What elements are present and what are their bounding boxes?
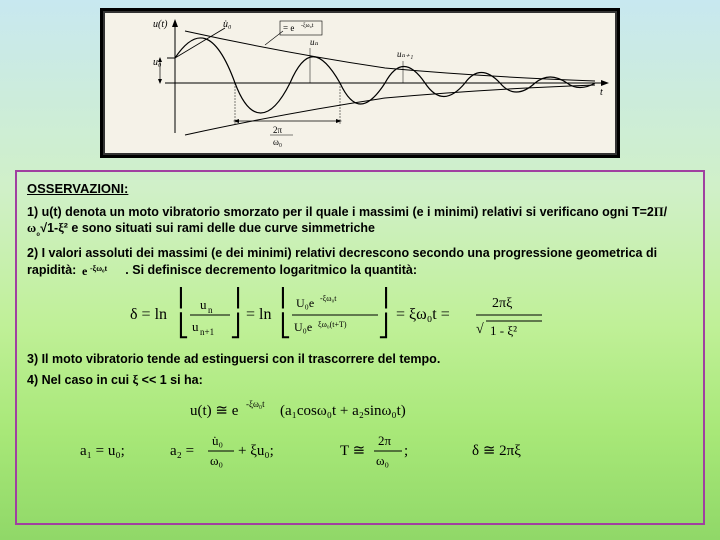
svg-text:+ ξu₀;: + ξu₀; <box>238 443 274 459</box>
svg-text:a₂ =: a₂ = <box>170 443 194 459</box>
svg-text:1 - ξ²: 1 - ξ² <box>490 323 517 338</box>
ut-approx-formula: u(t) ≅ e -ξω₀t (a₁cosω₀t + a₂sinω₀t) <box>27 397 693 423</box>
svg-text:-ξω₀t: -ξω₀t <box>320 294 337 303</box>
p1-text-a: 1) u(t) denota un moto vibratorio smorza… <box>27 205 654 219</box>
p1-text-b: / <box>664 205 667 219</box>
omega-symbol: ω <box>27 221 36 235</box>
svg-text:;: ; <box>404 443 408 459</box>
delta-formula: δ = ln ⎡ ⎣ un un+1 ⎤ ⎦ = ln ⎡ ⎣ U₀e -ξω₀… <box>27 287 693 343</box>
svg-text:u̇₀: u̇₀ <box>212 433 223 448</box>
svg-text:2π: 2π <box>273 125 283 135</box>
svg-text:(a₁cosω₀t + a₂sinω₀t): (a₁cosω₀t + a₂sinω₀t) <box>280 403 406 419</box>
p1-text-c: √1- <box>40 221 58 235</box>
svg-text:a₁ = u₀;: a₁ = u₀; <box>80 443 125 459</box>
p4-text-a: 4) Nel caso in cui <box>27 373 133 387</box>
svg-text:n+1: n+1 <box>200 327 214 337</box>
svg-text:ω₀: ω₀ <box>273 137 282 147</box>
svg-text:2πξ: 2πξ <box>492 296 512 311</box>
pi-symbol: Π <box>654 205 664 219</box>
svg-text:⎤: ⎤ <box>378 287 389 309</box>
ut-approx-svg: u(t) ≅ e -ξω₀t (a₁cosω₀t + a₂sinω₀t) <box>190 397 530 423</box>
svg-text:δ = ln: δ = ln <box>130 306 167 323</box>
observation-2: 2) I valori assoluti dei massimi (e dei … <box>27 245 693 279</box>
svg-text:⎣: ⎣ <box>280 312 291 339</box>
svg-text:u̇₀: u̇₀ <box>223 19 232 30</box>
svg-text:e: e <box>82 264 88 278</box>
observation-1: 1) u(t) denota un moto vibratorio smorza… <box>27 204 693 240</box>
svg-text:= e: = e <box>283 23 294 33</box>
svg-text:⎣: ⎣ <box>178 312 189 339</box>
p1-text-d: ² e sono situati sui rami delle due curv… <box>64 221 375 235</box>
damped-oscillation-graph: u(t) u₀ u̇₀ = e -ξω₀t 2π ω₀ uₙ <box>105 13 615 153</box>
svg-text:-ξω₀t: -ξω₀t <box>246 399 265 409</box>
observations-box: OSSERVAZIONI: 1) u(t) denota un moto vib… <box>15 170 705 525</box>
svg-text:= ln: = ln <box>246 306 271 323</box>
constants-svg: a₁ = u₀; a₂ = u̇₀ ω₀ + ξu₀; T ≅ 2π ω₀ ; … <box>80 431 640 471</box>
svg-text:2π: 2π <box>378 433 392 448</box>
svg-text:√: √ <box>476 322 484 337</box>
svg-text:= ξω₀t =: = ξω₀t = <box>396 306 450 323</box>
svg-text:uₙ: uₙ <box>310 37 319 47</box>
svg-text:U₀e: U₀e <box>296 296 314 310</box>
p4-text-b: << 1 si ha: <box>138 373 203 387</box>
svg-text:⎡: ⎡ <box>280 287 291 309</box>
svg-text:-ξω₀t: -ξω₀t <box>90 264 107 273</box>
svg-text:ω₀: ω₀ <box>376 453 389 468</box>
svg-text:⎤: ⎤ <box>230 287 241 309</box>
svg-text:ω₀: ω₀ <box>210 453 223 468</box>
svg-text:⎦: ⎦ <box>230 312 241 339</box>
svg-text:δ ≅ 2πξ: δ ≅ 2πξ <box>472 443 521 459</box>
heading-osservazioni: OSSERVAZIONI: <box>27 180 693 198</box>
svg-text:u: u <box>200 297 207 312</box>
svg-text:-ξω₀t: -ξω₀t <box>301 23 314 29</box>
svg-text:t: t <box>600 87 603 98</box>
svg-text:u: u <box>192 319 199 334</box>
delta-formula-svg: δ = ln ⎡ ⎣ un un+1 ⎤ ⎦ = ln ⎡ ⎣ U₀e -ξω₀… <box>130 287 590 343</box>
graph-frame: u(t) u₀ u̇₀ = e -ξω₀t 2π ω₀ uₙ <box>100 8 620 158</box>
graph-inner: u(t) u₀ u̇₀ = e -ξω₀t 2π ω₀ uₙ <box>103 11 617 155</box>
svg-text:n: n <box>208 305 213 315</box>
constants-formula: a₁ = u₀; a₂ = u̇₀ ω₀ + ξu₀; T ≅ 2π ω₀ ; … <box>27 431 693 471</box>
p2-text-b: . Si definisce decremento logaritmico la… <box>125 263 417 277</box>
svg-text:⎡: ⎡ <box>178 287 189 309</box>
svg-text:T ≅: T ≅ <box>340 443 365 459</box>
observation-4: 4) Nel caso in cui ξ << 1 si ha: <box>27 372 693 389</box>
svg-text:u(t) ≅ e: u(t) ≅ e <box>190 403 239 419</box>
svg-text:⎦: ⎦ <box>378 312 389 339</box>
svg-text:ξω₀(t+T): ξω₀(t+T) <box>318 320 347 329</box>
svg-text:U₀e: U₀e <box>294 320 312 334</box>
svg-text:uₙ₊₁: uₙ₊₁ <box>397 49 413 59</box>
rapidita-formula-icon: e -ξω₀t <box>80 263 122 279</box>
svg-text:u(t): u(t) <box>153 19 168 30</box>
observation-3: 3) Il moto vibratorio tende ad estinguer… <box>27 351 693 368</box>
